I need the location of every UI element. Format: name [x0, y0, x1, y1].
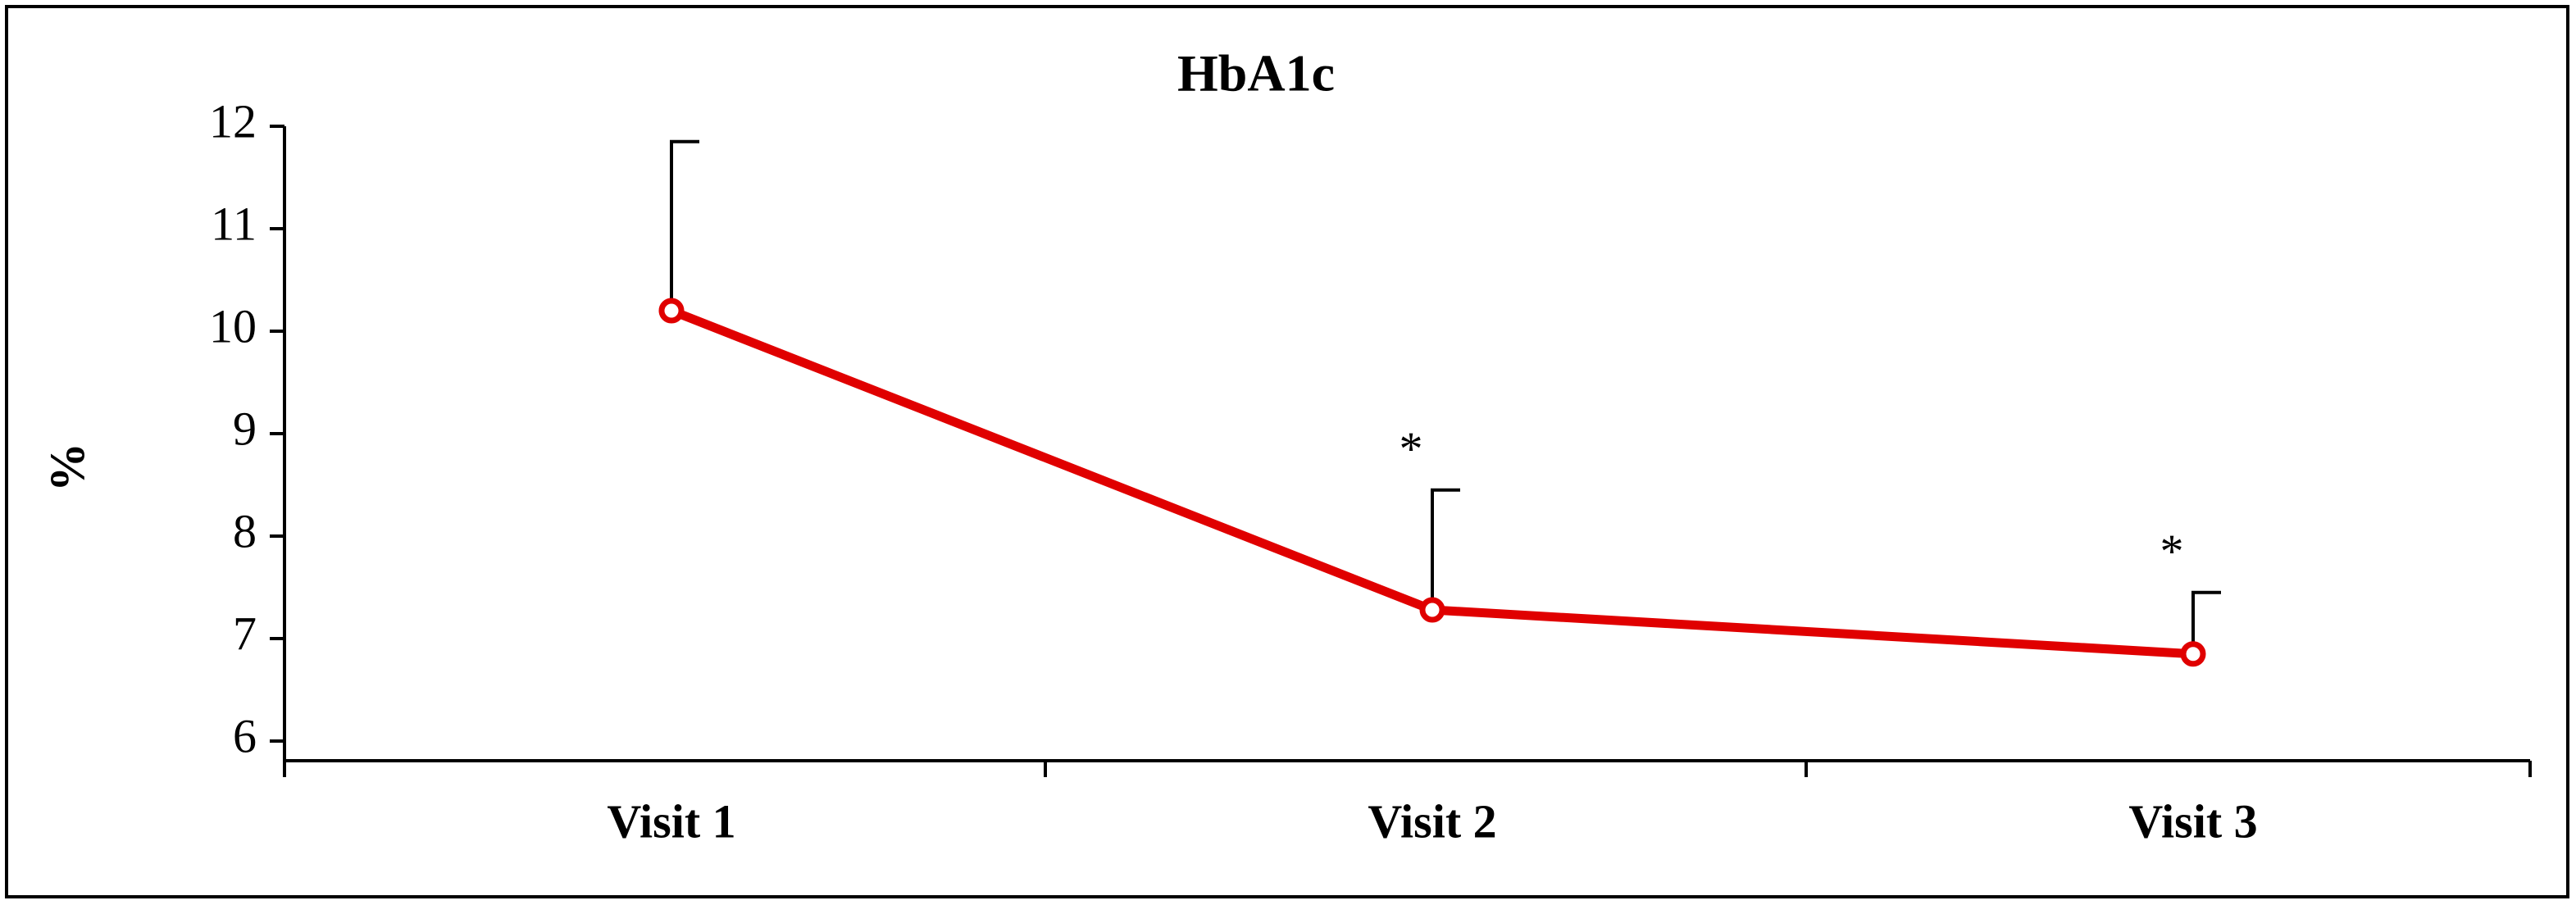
y-tick-label: 8: [233, 504, 257, 557]
y-tick-label: 6: [233, 709, 257, 762]
annotation: *: [1400, 422, 1423, 475]
chart-title: HbA1c: [1177, 44, 1335, 102]
x-tick-label: Visit 3: [2128, 794, 2257, 848]
y-tick-label: 11: [211, 197, 257, 250]
y-tick-label: 12: [209, 94, 257, 148]
y-tick-label: 9: [233, 402, 257, 455]
annotation: *: [2160, 525, 2184, 578]
marker: [658, 298, 685, 324]
y-tick-label: 10: [209, 299, 257, 352]
x-tick-label: Visit 2: [1368, 794, 1496, 848]
y-tick-label: 7: [233, 607, 257, 660]
x-tick-label: Visit 1: [607, 794, 735, 848]
marker: [1419, 597, 1445, 623]
y-axis-label: %: [40, 443, 94, 492]
marker: [2180, 641, 2206, 667]
frame: [5, 5, 2569, 898]
